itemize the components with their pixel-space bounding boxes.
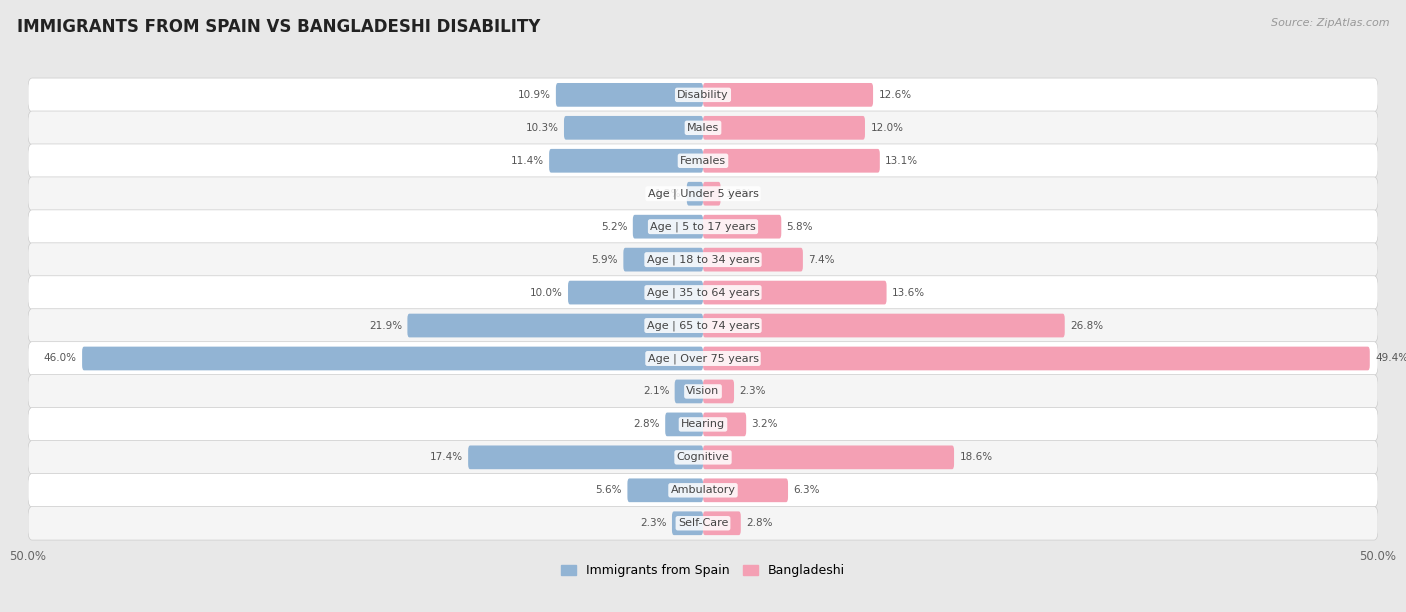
FancyBboxPatch shape — [703, 248, 803, 272]
Text: Age | Over 75 years: Age | Over 75 years — [648, 353, 758, 364]
FancyBboxPatch shape — [703, 215, 782, 239]
Text: 46.0%: 46.0% — [44, 354, 77, 364]
FancyBboxPatch shape — [703, 116, 865, 140]
FancyBboxPatch shape — [703, 379, 734, 403]
Text: 11.4%: 11.4% — [510, 156, 544, 166]
Text: 13.6%: 13.6% — [891, 288, 925, 297]
FancyBboxPatch shape — [703, 479, 787, 502]
Text: Age | Under 5 years: Age | Under 5 years — [648, 188, 758, 199]
FancyBboxPatch shape — [28, 276, 1378, 310]
Text: 2.8%: 2.8% — [747, 518, 773, 528]
FancyBboxPatch shape — [28, 78, 1378, 111]
FancyBboxPatch shape — [82, 346, 703, 370]
Text: 10.3%: 10.3% — [526, 123, 558, 133]
FancyBboxPatch shape — [28, 144, 1378, 177]
FancyBboxPatch shape — [408, 314, 703, 337]
Text: 2.8%: 2.8% — [633, 419, 659, 430]
Text: 18.6%: 18.6% — [959, 452, 993, 462]
Text: Males: Males — [688, 123, 718, 133]
Text: 12.6%: 12.6% — [879, 90, 911, 100]
Text: 2.3%: 2.3% — [640, 518, 666, 528]
Text: 7.4%: 7.4% — [808, 255, 835, 264]
FancyBboxPatch shape — [28, 210, 1378, 244]
Text: Vision: Vision — [686, 386, 720, 397]
Text: Ambulatory: Ambulatory — [671, 485, 735, 495]
FancyBboxPatch shape — [28, 341, 1378, 375]
FancyBboxPatch shape — [703, 83, 873, 106]
Text: Age | 18 to 34 years: Age | 18 to 34 years — [647, 255, 759, 265]
Text: 13.1%: 13.1% — [886, 156, 918, 166]
FancyBboxPatch shape — [28, 111, 1378, 144]
FancyBboxPatch shape — [703, 412, 747, 436]
Text: Disability: Disability — [678, 90, 728, 100]
FancyBboxPatch shape — [703, 149, 880, 173]
FancyBboxPatch shape — [28, 474, 1378, 507]
FancyBboxPatch shape — [564, 116, 703, 140]
Text: Age | 35 to 64 years: Age | 35 to 64 years — [647, 287, 759, 298]
FancyBboxPatch shape — [28, 375, 1378, 408]
Text: 2.3%: 2.3% — [740, 386, 766, 397]
Text: Hearing: Hearing — [681, 419, 725, 430]
FancyBboxPatch shape — [555, 83, 703, 106]
FancyBboxPatch shape — [703, 512, 741, 535]
FancyBboxPatch shape — [703, 182, 720, 206]
Text: 10.9%: 10.9% — [517, 90, 551, 100]
FancyBboxPatch shape — [703, 314, 1064, 337]
Text: 5.6%: 5.6% — [596, 485, 621, 495]
FancyBboxPatch shape — [623, 248, 703, 272]
Text: Self-Care: Self-Care — [678, 518, 728, 528]
FancyBboxPatch shape — [703, 446, 955, 469]
Text: 5.8%: 5.8% — [787, 222, 813, 232]
FancyBboxPatch shape — [672, 512, 703, 535]
Text: Females: Females — [681, 156, 725, 166]
FancyBboxPatch shape — [703, 281, 887, 304]
FancyBboxPatch shape — [28, 507, 1378, 540]
FancyBboxPatch shape — [468, 446, 703, 469]
FancyBboxPatch shape — [633, 215, 703, 239]
Text: 1.2%: 1.2% — [655, 188, 682, 199]
FancyBboxPatch shape — [703, 346, 1369, 370]
Legend: Immigrants from Spain, Bangladeshi: Immigrants from Spain, Bangladeshi — [558, 561, 848, 581]
FancyBboxPatch shape — [550, 149, 703, 173]
Text: 1.3%: 1.3% — [725, 188, 752, 199]
FancyBboxPatch shape — [28, 441, 1378, 474]
FancyBboxPatch shape — [28, 408, 1378, 441]
FancyBboxPatch shape — [686, 182, 703, 206]
Text: Source: ZipAtlas.com: Source: ZipAtlas.com — [1271, 18, 1389, 28]
FancyBboxPatch shape — [568, 281, 703, 304]
Text: 10.0%: 10.0% — [530, 288, 562, 297]
FancyBboxPatch shape — [28, 177, 1378, 211]
Text: 3.2%: 3.2% — [752, 419, 778, 430]
FancyBboxPatch shape — [665, 412, 703, 436]
Text: 49.4%: 49.4% — [1375, 354, 1406, 364]
Text: 17.4%: 17.4% — [430, 452, 463, 462]
FancyBboxPatch shape — [28, 243, 1378, 277]
Text: Age | 65 to 74 years: Age | 65 to 74 years — [647, 320, 759, 331]
Text: 5.9%: 5.9% — [592, 255, 619, 264]
Text: 26.8%: 26.8% — [1070, 321, 1104, 330]
Text: 12.0%: 12.0% — [870, 123, 904, 133]
Text: 5.2%: 5.2% — [600, 222, 627, 232]
Text: 2.1%: 2.1% — [643, 386, 669, 397]
Text: IMMIGRANTS FROM SPAIN VS BANGLADESHI DISABILITY: IMMIGRANTS FROM SPAIN VS BANGLADESHI DIS… — [17, 18, 540, 36]
Text: Cognitive: Cognitive — [676, 452, 730, 462]
Text: 21.9%: 21.9% — [368, 321, 402, 330]
FancyBboxPatch shape — [627, 479, 703, 502]
Text: 6.3%: 6.3% — [793, 485, 820, 495]
FancyBboxPatch shape — [675, 379, 703, 403]
Text: Age | 5 to 17 years: Age | 5 to 17 years — [650, 222, 756, 232]
FancyBboxPatch shape — [28, 308, 1378, 342]
